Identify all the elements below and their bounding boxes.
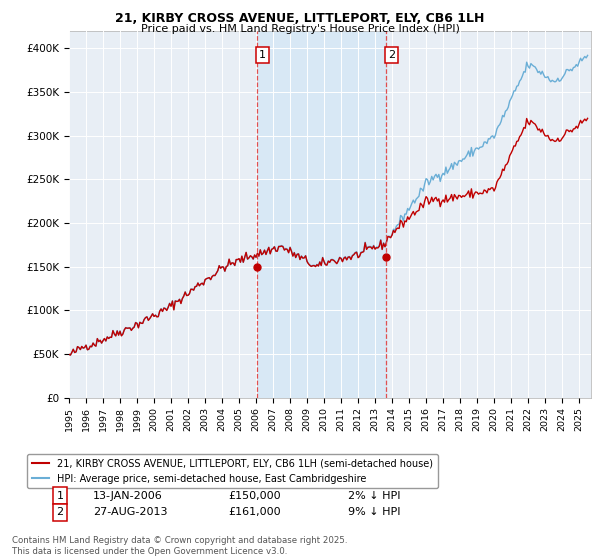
Text: £150,000: £150,000 bbox=[228, 491, 281, 501]
Text: Price paid vs. HM Land Registry's House Price Index (HPI): Price paid vs. HM Land Registry's House … bbox=[140, 24, 460, 34]
Bar bbox=[257, 31, 386, 398]
Legend: 21, KIRBY CROSS AVENUE, LITTLEPORT, ELY, CB6 1LH (semi-detached house), HPI: Ave: 21, KIRBY CROSS AVENUE, LITTLEPORT, ELY,… bbox=[27, 454, 438, 488]
Text: 1: 1 bbox=[56, 491, 64, 501]
Text: 21, KIRBY CROSS AVENUE, LITTLEPORT, ELY, CB6 1LH: 21, KIRBY CROSS AVENUE, LITTLEPORT, ELY,… bbox=[115, 12, 485, 25]
Text: 2% ↓ HPI: 2% ↓ HPI bbox=[348, 491, 401, 501]
Text: 27-AUG-2013: 27-AUG-2013 bbox=[93, 507, 167, 517]
Text: 1: 1 bbox=[259, 50, 266, 60]
Text: 9% ↓ HPI: 9% ↓ HPI bbox=[348, 507, 401, 517]
Text: Contains HM Land Registry data © Crown copyright and database right 2025.
This d: Contains HM Land Registry data © Crown c… bbox=[12, 536, 347, 556]
Text: 2: 2 bbox=[56, 507, 64, 517]
Text: 2: 2 bbox=[388, 50, 395, 60]
Text: 13-JAN-2006: 13-JAN-2006 bbox=[93, 491, 163, 501]
Text: £161,000: £161,000 bbox=[228, 507, 281, 517]
